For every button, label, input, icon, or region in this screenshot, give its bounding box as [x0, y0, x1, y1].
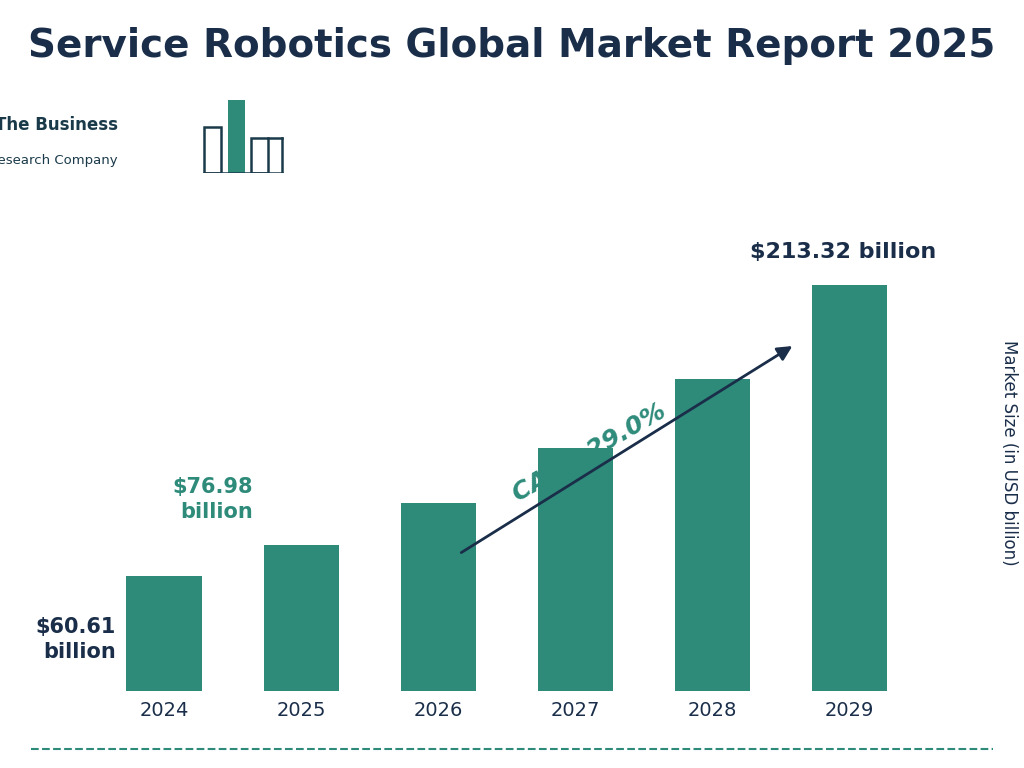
- Text: $76.98
billion: $76.98 billion: [172, 477, 253, 521]
- Text: $213.32 billion: $213.32 billion: [750, 242, 936, 262]
- Text: $60.61
billion: $60.61 billion: [35, 617, 116, 662]
- Text: Market Size (in USD billion): Market Size (in USD billion): [999, 340, 1018, 566]
- Bar: [675, 379, 751, 691]
- Text: CAGR 29.0%: CAGR 29.0%: [508, 399, 670, 507]
- Bar: [251, 138, 268, 173]
- Bar: [204, 127, 221, 173]
- Text: Research Company: Research Company: [0, 154, 118, 167]
- Text: Service Robotics Global Market Report 2025: Service Robotics Global Market Report 20…: [29, 27, 995, 65]
- Bar: [538, 449, 613, 691]
- Bar: [400, 502, 476, 691]
- Bar: [127, 576, 202, 691]
- Bar: [263, 545, 339, 691]
- Bar: [812, 285, 887, 691]
- Text: The Business: The Business: [0, 117, 118, 134]
- Bar: [227, 100, 245, 173]
